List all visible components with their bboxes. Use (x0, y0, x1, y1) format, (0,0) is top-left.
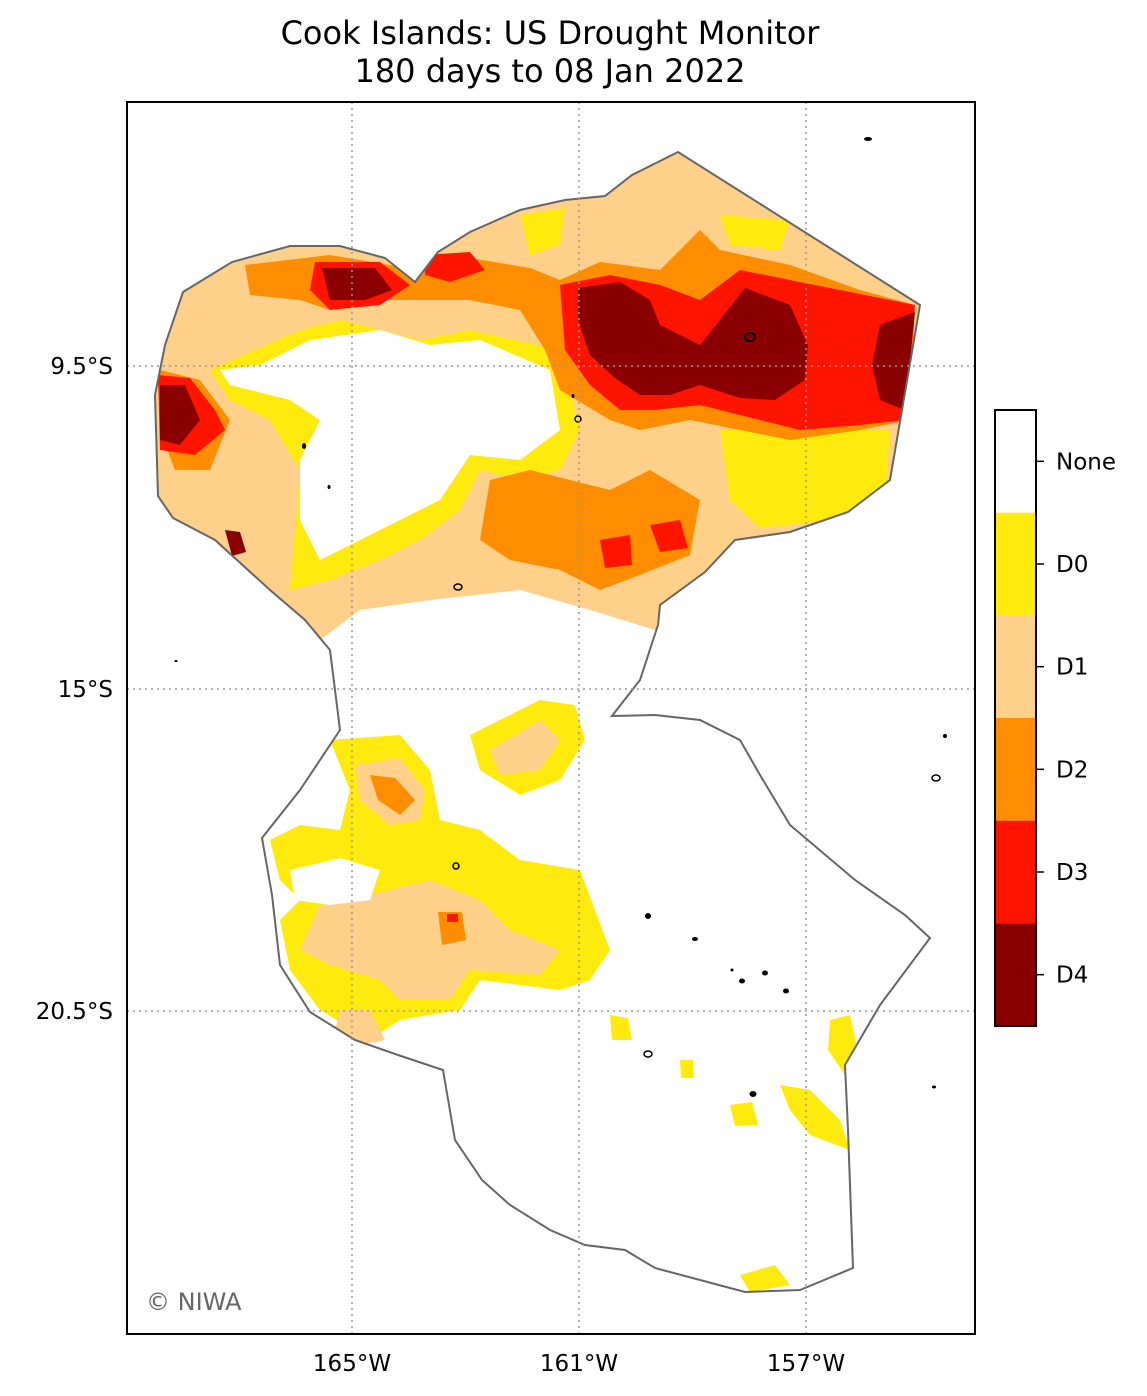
island-aitutaki (645, 913, 651, 919)
colorbar-label-d4: D4 (1056, 963, 1088, 989)
drought-d3-north-6 (600, 535, 632, 568)
colorbar-frame (994, 409, 1037, 1027)
drought-d4-north-2 (872, 312, 915, 410)
island-rarotonga (643, 1050, 653, 1058)
x-tick-165w: 165°W (313, 1351, 391, 1377)
colorbar-label-d1: D1 (1056, 655, 1088, 681)
colorbar-swatch-d3 (995, 820, 1036, 924)
drought-d3-south-1 (447, 914, 458, 922)
drought-none-south-1 (290, 858, 380, 905)
island-east-2 (931, 774, 941, 782)
y-tick-15s: 15°S (58, 677, 113, 703)
y-tick-20-5s: 20.5°S (36, 999, 113, 1025)
y-tick-9-5s: 9.5°S (50, 354, 113, 380)
drought-d3-north-5 (650, 520, 688, 552)
colorbar-label-d0: D0 (1056, 552, 1088, 578)
drought-d4-north-3 (322, 268, 392, 300)
island-suwarrow (453, 583, 463, 591)
drought-d3-north-3 (425, 252, 485, 282)
eez-boundary (153, 150, 932, 1294)
drought-d0-south-6 (610, 1015, 632, 1040)
islands (174, 137, 947, 1097)
drought-d1-south-2 (490, 720, 560, 775)
drought-d2-south-1 (370, 775, 415, 815)
x-tick-157w: 157°W (767, 1351, 845, 1377)
colorbar-swatch-d2 (995, 718, 1036, 821)
island-west-1 (174, 660, 178, 662)
island-penrhyn (864, 137, 872, 141)
credit-text: © NIWA (146, 1288, 242, 1316)
drought-d4-north-5 (225, 530, 246, 556)
drought-d0-north-2 (720, 215, 790, 250)
plot-frame (126, 101, 976, 1335)
colorbar-swatch-none (995, 410, 1036, 513)
drought-d2-south-2 (438, 912, 466, 945)
drought-d0-north-1 (520, 208, 565, 255)
drought-d0-south-4 (780, 1085, 850, 1150)
map-title: Cook Islands: US Drought Monitor 180 day… (0, 14, 1100, 90)
island-mangaia (749, 1091, 757, 1097)
x-tick-161w: 161°W (540, 1351, 618, 1377)
drought-fill (155, 152, 930, 1292)
drought-d0-south-7 (730, 1102, 758, 1126)
colorbar-label-none: None (1056, 449, 1116, 475)
title-line-2: 180 days to 08 Jan 2022 (354, 52, 746, 90)
gridlines (127, 102, 975, 1334)
island-small-1 (571, 394, 575, 398)
colorbar-label-d2: D2 (1056, 757, 1088, 783)
island-manihiki (744, 332, 756, 342)
drought-d0-south-8 (680, 1060, 694, 1078)
drought-d4-north-4 (160, 385, 200, 445)
island-pukapuka (302, 443, 306, 449)
island-palmerston (452, 862, 460, 870)
colorbar-swatch-d1 (995, 615, 1036, 718)
island-mauke (783, 988, 789, 994)
colorbar-swatch-d4 (995, 923, 1036, 1026)
colorbar: None D0 D1 D2 D3 D4 (994, 409, 1116, 1027)
island-takutea (730, 968, 734, 972)
island-manuae (692, 937, 698, 941)
colorbar-label-d3: D3 (1056, 860, 1088, 886)
island-east-1 (943, 734, 947, 738)
island-rakahanga (574, 415, 582, 423)
drought-none-north (220, 330, 560, 560)
title-line-1: Cook Islands: US Drought Monitor (280, 14, 820, 52)
colorbar-swatch-d0 (995, 512, 1036, 616)
island-east-3 (932, 1085, 936, 1089)
drought-d1-south-3 (300, 880, 560, 1000)
drought-d4-north-1 (578, 282, 808, 400)
drought-d2-north-2 (480, 470, 700, 590)
drought-d0-south-5 (740, 1265, 790, 1292)
drought-d0-north-3 (720, 430, 890, 528)
island-mitiaro (762, 970, 768, 976)
island-nassau (327, 485, 331, 489)
island-atiu (739, 978, 745, 984)
